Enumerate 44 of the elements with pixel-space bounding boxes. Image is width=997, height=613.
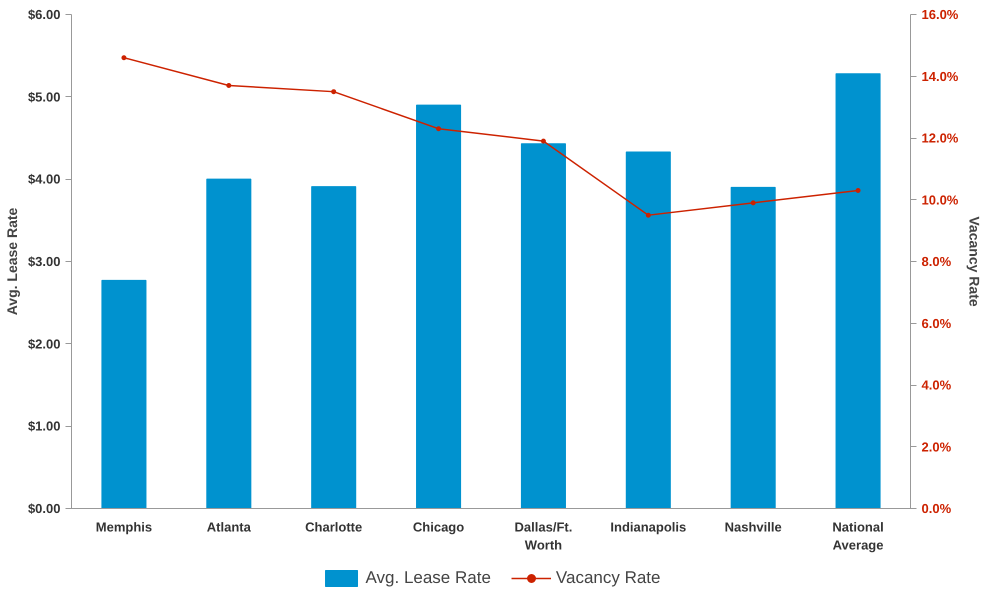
x-tick-label: Charlotte (305, 520, 362, 534)
point (226, 83, 232, 88)
x-tick-label: Indianapolis (610, 520, 686, 534)
y2-tick-label: 6.0% (922, 316, 952, 331)
point (750, 200, 756, 206)
y-tick-label: $2.00 (28, 336, 61, 352)
y2-axis-title: Vacancy Rate (966, 216, 982, 307)
x-tick-label: Chicago (412, 520, 464, 534)
x-tick-label: Nashville (724, 520, 782, 534)
point (856, 188, 861, 193)
bar (730, 186, 776, 508)
point (540, 138, 546, 144)
point (436, 126, 442, 132)
y-tick-label: $5.00 (28, 89, 61, 104)
bar (206, 178, 252, 508)
legend-label: Vacancy Rate (556, 568, 660, 588)
y-tick-label: $4.00 (28, 172, 61, 187)
x-tick-label: Atlanta (206, 520, 252, 534)
y-axis-title: Avg. Lease Rate (4, 207, 20, 316)
x-tick-label: National Average (832, 520, 884, 552)
y2-tick-label: 12.0% (922, 130, 959, 146)
point (646, 212, 651, 218)
x-tick-label: Memphis (96, 520, 152, 534)
y2-tick-label: 4.0% (922, 378, 952, 392)
y-tick-label: $6.00 (28, 7, 61, 22)
y2-tick-label: 2.0% (922, 439, 952, 454)
point (331, 89, 336, 94)
y2-tick-label: 0.0% (922, 501, 952, 516)
bar (416, 104, 462, 508)
y2-tick-label: 10.0% (922, 192, 959, 208)
x-tick-label: Dallas/Ft. Worth (514, 520, 572, 552)
bar (626, 151, 671, 508)
point (121, 55, 126, 60)
y-tick-label: $0.00 (28, 501, 61, 516)
y-tick-label: $3.00 (28, 254, 61, 269)
bar (101, 280, 146, 508)
y2-tick-label: 8.0% (922, 254, 952, 269)
y2-tick-label: 16.0% (922, 7, 959, 22)
bar (836, 73, 881, 508)
y2-tick-label: 14.0% (922, 68, 959, 84)
bar (311, 186, 356, 508)
legend-label: Avg. Lease Rate (366, 568, 491, 588)
bar (520, 143, 566, 508)
y-tick-label: $1.00 (28, 418, 61, 434)
